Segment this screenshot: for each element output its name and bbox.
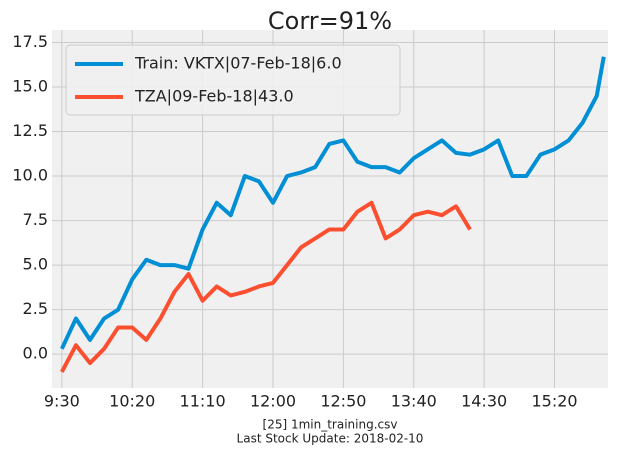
y-tick-label: 7.5	[23, 210, 48, 229]
series-line	[60, 200, 472, 373]
x-tick-label: 10:20	[109, 392, 155, 411]
y-tick-label: 15.0	[12, 76, 48, 95]
annotation: Last Stock Update: 2018-02-10	[237, 432, 424, 446]
x-tick-label: 13:40	[391, 392, 437, 411]
x-tick-label: 9:30	[44, 392, 80, 411]
y-tick-label: 0.0	[23, 344, 48, 363]
y-tick-label: 5.0	[23, 255, 48, 274]
x-tick-label: 11:10	[180, 392, 226, 411]
legend-box	[65, 44, 401, 116]
x-tick-label: 14:30	[461, 392, 507, 411]
x-tick-label: 15:20	[531, 392, 577, 411]
y-tick-label: 17.5	[12, 32, 48, 51]
x-tick-label: 12:00	[250, 392, 296, 411]
chart-title: Corr=91%	[268, 7, 392, 35]
annotation: [25] 1min_training.csv	[263, 418, 398, 432]
y-tick-label: 10.0	[12, 166, 48, 185]
y-tick-label: 12.5	[12, 121, 48, 140]
legend-label: TZA|09-Feb-18|43.0	[134, 87, 294, 106]
series-line	[60, 56, 606, 350]
legend-label: Train: VKTX|07-Feb-18|6.0	[134, 54, 342, 73]
x-tick-label: 12:50	[320, 392, 366, 411]
y-tick-label: 2.5	[23, 299, 48, 318]
